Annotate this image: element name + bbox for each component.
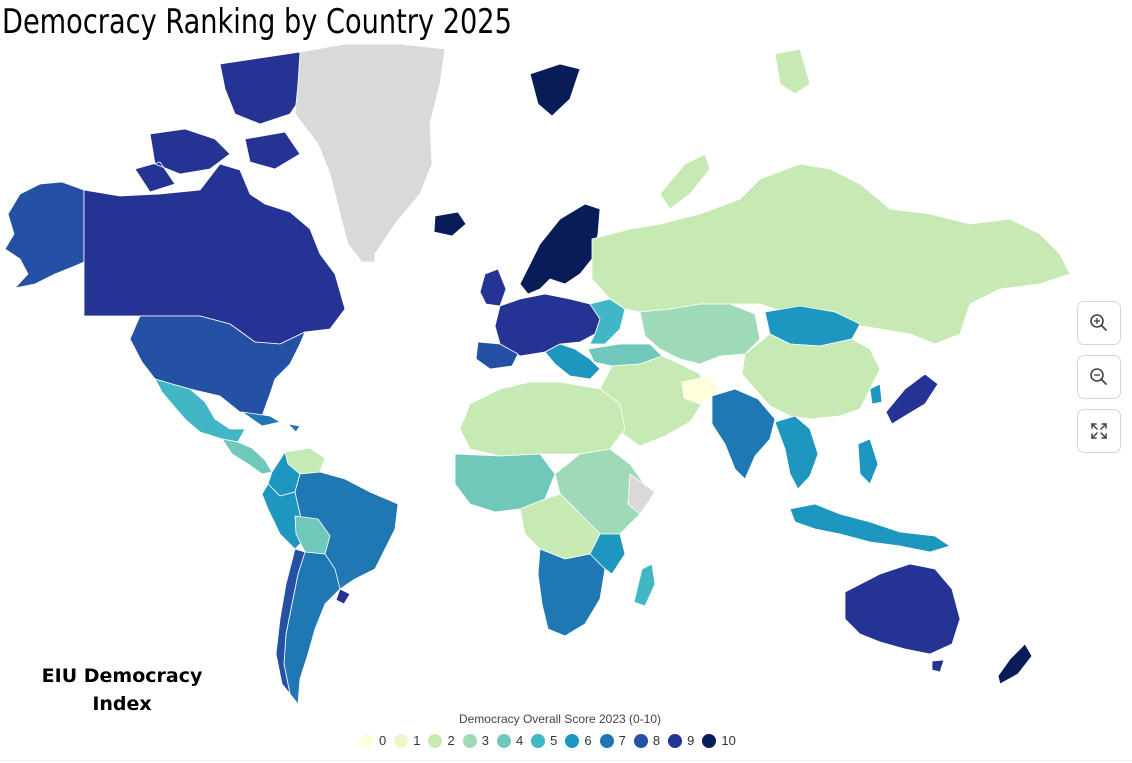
legend-item[interactable]: 2 [428,733,455,748]
region-scandinavia[interactable] [519,203,601,295]
legend-item[interactable]: 3 [462,733,489,748]
region-svalbard[interactable] [529,63,581,117]
region-se-asia[interactable] [774,415,819,490]
legend-swatch [599,733,614,748]
divider [0,760,1132,761]
region-australia[interactable] [844,563,961,655]
legend-swatch [394,733,409,748]
region-east-coast-africa[interactable] [589,533,626,575]
region-greenland[interactable] [294,44,446,263]
legend-swatch [565,733,580,748]
legend-item[interactable]: 5 [531,733,557,748]
region-southern-africa[interactable] [537,548,606,637]
legend-swatch [633,733,648,748]
legend-label: 9 [687,733,695,748]
region-chile[interactable] [275,548,306,695]
legend: 0 1 2 3 4 5 6 7 8 9 10 [360,733,736,748]
legend-swatch [668,733,683,748]
region-mexico[interactable] [154,378,246,443]
legend-label: 7 [618,733,626,748]
legend-label: 0 [379,733,387,748]
legend-label: 2 [447,733,455,748]
region-novaya-zemlya[interactable] [659,48,811,210]
legend-label: 4 [515,733,524,748]
region-western-europe[interactable] [494,293,601,357]
region-north-africa[interactable] [459,381,626,457]
legend-label: 6 [584,733,592,748]
legend-label: 8 [652,733,661,748]
legend-item[interactable]: 0 [360,733,386,748]
region-afghanistan[interactable] [681,375,719,405]
region-indonesia[interactable] [789,503,951,553]
legend-item[interactable]: 9 [668,733,694,748]
region-philippines[interactable] [857,438,879,485]
region-tasmania[interactable] [931,659,945,673]
region-horn-of-africa[interactable] [627,473,656,515]
region-canada[interactable] [83,163,346,345]
legend-swatch [531,733,546,748]
region-alaska[interactable] [4,181,85,289]
world-map[interactable] [0,44,1132,704]
region-uk[interactable] [479,268,507,307]
region-arctic-islands[interactable] [134,51,311,193]
legend-swatch [462,733,477,748]
legend-label: 10 [721,733,736,748]
region-india[interactable] [711,388,776,480]
region-japan[interactable] [885,373,939,425]
legend-swatch [360,733,374,748]
legend-label: 5 [550,733,558,748]
region-uruguay[interactable] [335,588,351,605]
fullscreen-icon [1091,423,1107,439]
region-peru[interactable] [261,483,306,550]
zoom-in-icon [1090,314,1107,331]
index-label: EIU Democracy Index [41,665,203,715]
region-iberia[interactable] [475,341,519,370]
region-italy-balkans[interactable] [544,343,601,380]
region-caribbean[interactable] [241,411,301,433]
region-china[interactable] [741,333,881,420]
legend-item[interactable]: 10 [702,733,736,748]
legend-item[interactable]: 6 [565,733,592,748]
legend-item[interactable]: 7 [599,733,626,748]
legend-swatch [496,733,511,748]
legend-swatch [428,733,443,748]
region-madagascar[interactable] [633,563,656,607]
region-new-zealand[interactable] [997,643,1033,685]
legend-label: 3 [481,733,489,748]
legend-item[interactable]: 1 [394,733,420,748]
zoom-out-icon [1090,368,1107,385]
legend-item[interactable]: 8 [633,733,661,748]
legend-title: Democracy Overall Score 2023 (0-10) [458,712,662,726]
legend-label: 1 [413,733,421,748]
fullscreen-button[interactable] [1077,409,1121,453]
legend-item[interactable]: 4 [496,733,524,748]
region-iceland[interactable] [433,211,467,237]
region-korea[interactable] [869,383,883,405]
zoom-in-button[interactable] [1077,301,1121,345]
zoom-out-button[interactable] [1077,355,1121,399]
page-title: Democracy Ranking by Country 2025 [2,2,512,42]
legend-swatch [702,733,717,748]
region-central-america[interactable] [221,438,273,475]
